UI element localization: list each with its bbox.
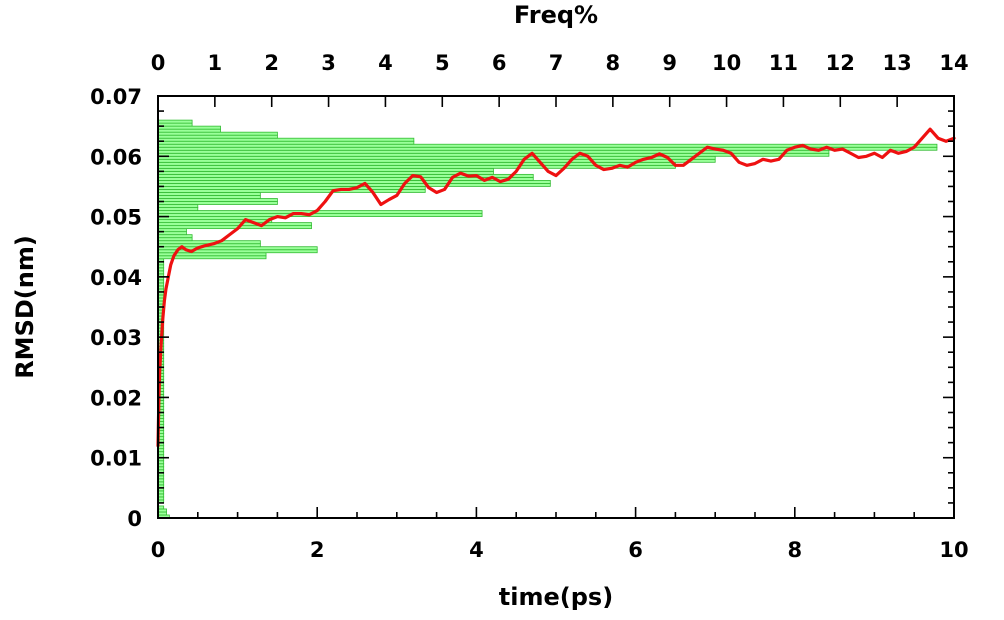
histogram-bar	[157, 119, 193, 124]
histogram-bar	[157, 234, 193, 239]
histogram-bar	[157, 176, 534, 181]
histogram-bar	[157, 155, 716, 160]
top-tick-label: 6	[492, 51, 507, 75]
top-tick-label: 5	[435, 51, 450, 75]
y-axis-label: RMSD(nm)	[11, 235, 39, 379]
x-tick-label: 6	[628, 538, 643, 562]
rmsd-line	[156, 127, 956, 448]
histogram-bar	[157, 131, 278, 136]
y-tick-label: 0.03	[90, 326, 142, 350]
histogram-bar	[157, 198, 278, 202]
histogram-bar	[157, 195, 261, 199]
x-tick-label: 0	[151, 538, 166, 562]
histogram-bar	[157, 207, 199, 211]
top-axis-label: Freq%	[514, 1, 598, 29]
y-tick-label: 0.01	[90, 447, 142, 471]
x-tick-label: 4	[469, 538, 484, 562]
top-tick-label: 2	[264, 51, 279, 75]
top-tick-label: 12	[826, 51, 855, 75]
histogram-bar	[157, 183, 551, 187]
histogram-bar	[157, 508, 167, 513]
top-tick-label: 14	[939, 51, 968, 75]
histogram-bar	[157, 134, 278, 139]
top-tick-label: 4	[378, 51, 393, 75]
histogram-bar	[157, 170, 494, 175]
x-tick-label: 10	[939, 538, 968, 562]
histogram-bar	[157, 186, 426, 190]
top-tick-label: 8	[606, 51, 621, 75]
top-tick-label: 10	[712, 51, 741, 75]
histogram-bar	[157, 179, 551, 184]
histogram-bar	[157, 222, 312, 227]
axis-ticks	[157, 95, 955, 519]
y-tick-label: 0.06	[90, 145, 142, 169]
histogram-bar	[157, 125, 221, 130]
top-tick-label: 1	[208, 51, 223, 75]
top-tick-label: 11	[769, 51, 798, 75]
histogram-bar	[157, 189, 426, 193]
y-tick-label: 0.07	[90, 85, 142, 109]
histogram-bar	[157, 167, 494, 172]
histogram-bars	[157, 119, 938, 519]
top-tick-label: 13	[883, 51, 912, 75]
histogram-bar	[157, 137, 415, 142]
histogram-bar	[157, 249, 318, 254]
y-tick-label: 0.04	[90, 266, 142, 290]
y-tick-label: 0	[127, 507, 142, 531]
top-tick-label: 9	[662, 51, 677, 75]
x-tick-label: 2	[310, 538, 325, 562]
histogram-bar	[157, 511, 167, 516]
x-tick-label: 8	[787, 538, 802, 562]
histogram-bar	[157, 210, 483, 214]
histogram-bar	[157, 128, 221, 133]
histogram-bar	[157, 225, 312, 230]
top-tick-label: 3	[321, 51, 336, 75]
x-axis-label: time(ps)	[499, 583, 613, 611]
histogram-bar	[157, 204, 199, 208]
rmsd-line-layer	[156, 127, 956, 448]
y-tick-label: 0.02	[90, 386, 142, 410]
histogram-bar	[157, 143, 938, 148]
top-tick-label: 7	[549, 51, 564, 75]
histogram-bar	[157, 201, 278, 205]
histogram-bar	[157, 158, 716, 163]
histogram-bar	[157, 237, 193, 242]
histogram-bar	[157, 192, 261, 196]
y-tick-label: 0.05	[90, 206, 142, 230]
histogram-bar	[157, 213, 483, 217]
histogram-bar	[157, 216, 273, 220]
histogram-bar	[157, 140, 415, 145]
top-tick-label: 0	[151, 51, 166, 75]
